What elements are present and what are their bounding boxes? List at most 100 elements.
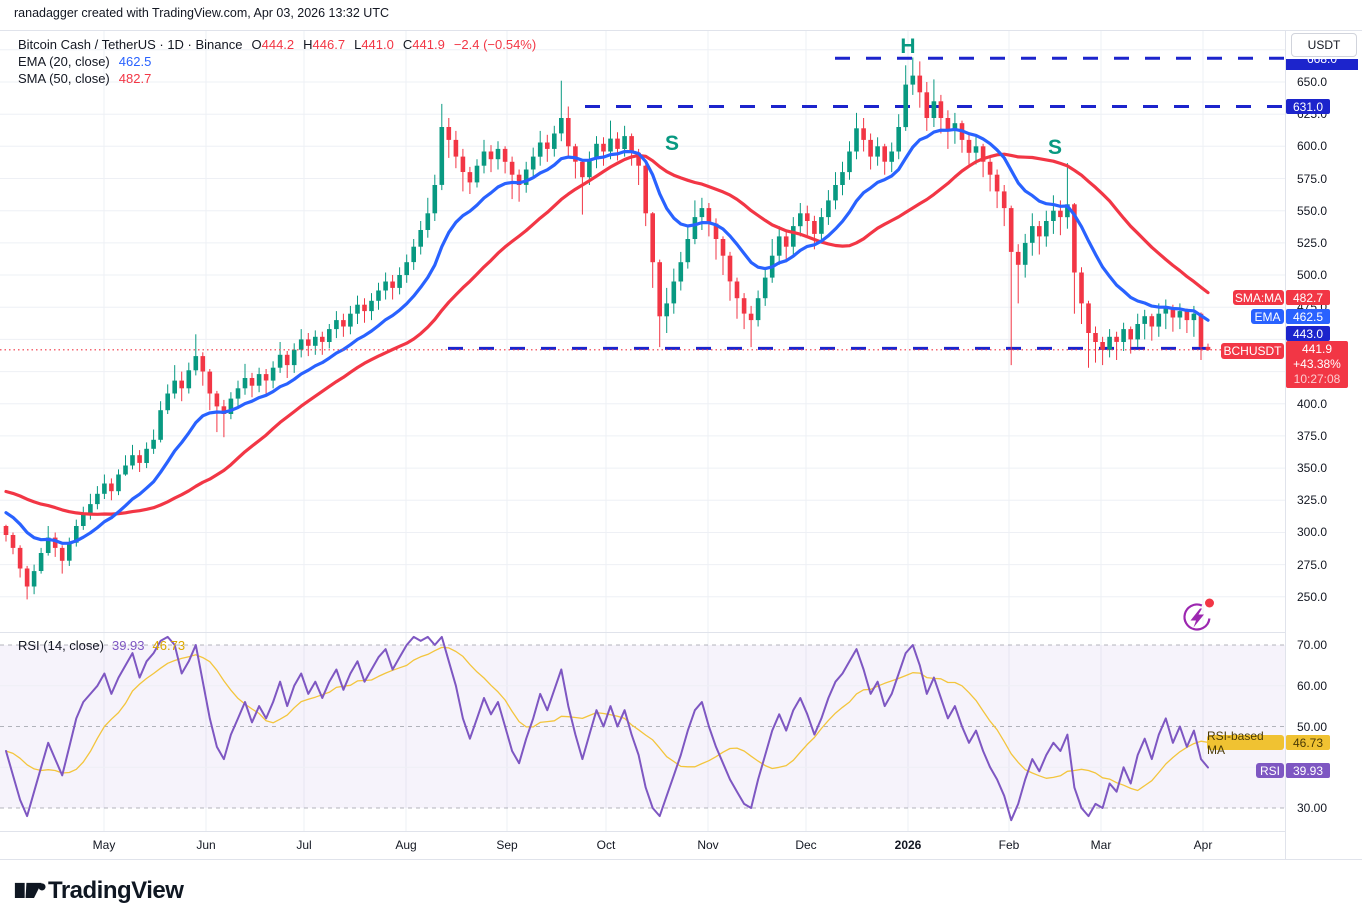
candle-body <box>130 455 135 466</box>
candle-body <box>1198 313 1204 347</box>
pane-divider <box>0 632 1362 633</box>
candle-body <box>495 148 501 160</box>
rsi-tick-label: 30.00 <box>1297 801 1328 815</box>
candle-body <box>1135 324 1140 340</box>
candle-body <box>1058 210 1063 218</box>
candle-body <box>1184 311 1190 321</box>
candle-body <box>362 304 367 312</box>
candle-body <box>699 208 705 218</box>
candle-body <box>313 336 318 346</box>
candle-body <box>390 281 395 288</box>
change-percent: +43.38% <box>1293 357 1341 371</box>
month-label: May <box>92 838 116 852</box>
candle-body <box>207 371 213 394</box>
rsi-ma-value-badge: 46.73 <box>1286 735 1330 750</box>
candle-body <box>52 537 58 548</box>
month-label: Aug <box>395 838 417 852</box>
candle-body <box>1163 307 1169 314</box>
chart-canvas[interactable]: S H S <box>0 0 1362 860</box>
candle-body <box>762 277 768 299</box>
candle-body <box>1051 210 1056 221</box>
rsi-legend-row[interactable]: RSI (14, close) 39.93 46.73 <box>18 638 185 653</box>
rsi-name-badge: RSI <box>1256 763 1284 778</box>
candle-body <box>1008 208 1014 252</box>
candle-body <box>854 128 859 152</box>
candle-body <box>791 226 796 247</box>
rsi-value-badge: 39.93 <box>1286 763 1330 778</box>
candle-body <box>383 281 388 291</box>
rsi-value: 39.93 <box>111 638 145 653</box>
rsi-title: RSI (14, close) <box>18 638 104 653</box>
month-label: Nov <box>697 838 719 852</box>
candle-body <box>727 255 733 282</box>
candle-body <box>1079 272 1084 304</box>
candle-body <box>411 246 416 263</box>
candle-body <box>537 142 543 157</box>
candle-body <box>945 118 951 131</box>
candle-body <box>45 537 51 553</box>
sma-legend-row[interactable]: SMA (50, close) 482.7 <box>18 71 151 86</box>
candle-body <box>123 465 128 475</box>
candle-body <box>172 380 177 394</box>
candle-body <box>917 75 923 93</box>
candle-body <box>755 298 761 321</box>
candle-body <box>734 281 740 299</box>
candle-body <box>819 217 824 234</box>
price-axis-border <box>1285 31 1286 859</box>
candle-body <box>369 300 374 312</box>
tradingview-logo-text[interactable]: TradingView <box>48 877 184 904</box>
sma-value: 482.7 <box>118 71 152 86</box>
pane-top-border <box>0 30 1362 31</box>
candle-body <box>783 236 789 247</box>
candle-body <box>664 303 669 317</box>
price-tick-label: 400.0 <box>1297 396 1328 411</box>
sma-price-badge: 482.7 <box>1286 290 1330 305</box>
candle-body <box>221 406 227 414</box>
rsi-line <box>5 635 1209 822</box>
candle-body <box>474 165 480 183</box>
tradingview-logo-icon[interactable] <box>14 876 46 904</box>
candle-body <box>1114 336 1119 342</box>
candle-body <box>692 217 698 239</box>
candle-body <box>31 571 37 587</box>
candle-body <box>552 133 557 149</box>
price-tick-label: 275.0 <box>1297 557 1328 572</box>
candle-body <box>903 84 908 128</box>
candle-body <box>327 329 332 342</box>
price-tick-label: 350.0 <box>1297 461 1328 476</box>
candle-body <box>1037 226 1042 237</box>
candle-body <box>481 151 487 166</box>
candle-body <box>1191 313 1197 321</box>
candle-body <box>812 221 817 234</box>
sma-line <box>4 152 1210 516</box>
candle-body <box>1121 329 1126 342</box>
symbol-legend-row[interactable]: Bitcoin Cash / TetherUS · 1D · Binance O4… <box>18 37 536 52</box>
candle-body <box>116 474 121 492</box>
candle-body <box>81 513 86 526</box>
candle-body <box>889 151 894 162</box>
candle-body <box>868 139 873 157</box>
symbol-title: Bitcoin Cash / TetherUS · 1D · Binance <box>18 37 243 52</box>
price-axis[interactable] <box>1286 31 1362 859</box>
candle-body <box>432 185 438 214</box>
candle-body <box>798 213 803 227</box>
candle-body <box>545 142 550 149</box>
lightning-glyph <box>1190 608 1204 628</box>
candle-body <box>1170 307 1176 318</box>
candle-body <box>1107 336 1112 350</box>
pattern-marker-s: S <box>1048 136 1062 159</box>
ema-legend-row[interactable]: EMA (20, close) 462.5 <box>18 54 151 69</box>
candle-body <box>439 127 445 185</box>
price-tick-label: 500.0 <box>1297 268 1328 283</box>
candle-body <box>17 547 23 569</box>
candle-body <box>580 161 585 178</box>
candle-body <box>931 101 937 118</box>
candle-body <box>446 127 452 140</box>
candle-body <box>1001 191 1007 209</box>
candle-body <box>952 123 958 131</box>
candle-body <box>608 138 613 152</box>
boost-lightning-icon[interactable] <box>1178 592 1222 638</box>
ema-label: EMA (20, close) <box>18 54 110 69</box>
candle-body <box>776 236 782 256</box>
candle-body <box>256 374 262 386</box>
